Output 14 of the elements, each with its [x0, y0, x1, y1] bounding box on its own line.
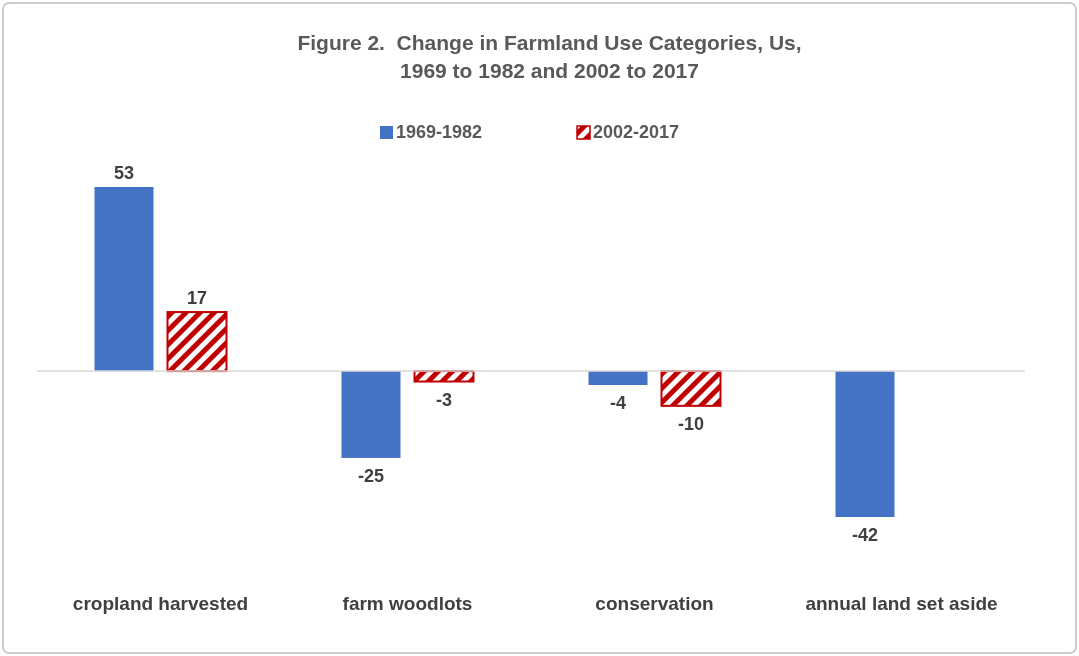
data-label: -4: [609, 393, 627, 413]
legend-label: 2002-2017: [593, 122, 680, 142]
data-label: -10: [677, 413, 705, 434]
data-label: -25: [357, 465, 385, 486]
chart-title: Figure 2. Change in Farmland Use Categories, Us, 1969 to 1982 and 2002 to 2017: [297, 31, 802, 82]
x-tick-label: annual land set aside: [805, 593, 998, 614]
data-label: 53: [113, 163, 135, 183]
legend-label: 1969-1982: [396, 122, 483, 142]
x-tick-label: cropland harvested: [72, 593, 249, 614]
x-tick-label: conservation: [595, 593, 714, 614]
x-tick-label: farm woodlots: [342, 593, 473, 614]
data-label: -3: [435, 389, 453, 410]
data-label: -42: [851, 525, 879, 545]
data-label: 17: [186, 288, 208, 309]
